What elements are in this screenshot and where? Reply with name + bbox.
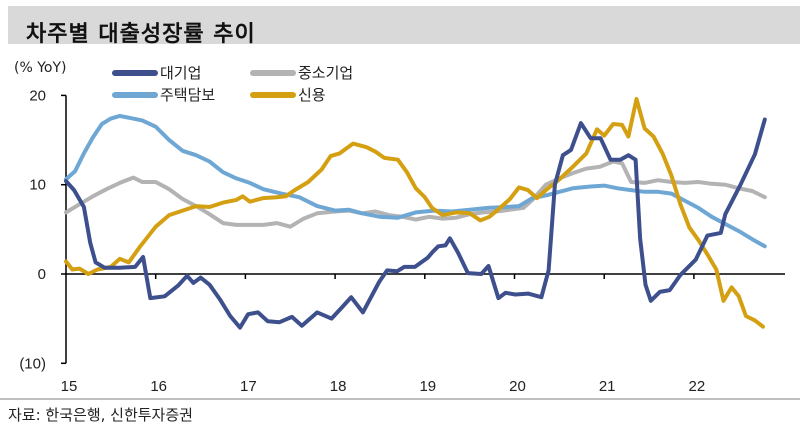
axes: 20 10 0 (10) 15 16 17 18 19 20 21 22 <box>19 87 785 395</box>
x-tick-label: 22 <box>689 378 706 395</box>
series-lines <box>64 97 767 330</box>
legend-swatch <box>112 91 158 98</box>
chart-title: 차주별 대출성장률 추이 <box>26 22 256 47</box>
legend-item-mortgage: 주택담보 <box>112 84 215 105</box>
legend-label: 신용 <box>298 86 326 104</box>
legend-label: 대기업 <box>160 64 202 82</box>
series-line-1 <box>64 159 767 229</box>
y-tick-label: (10) <box>19 355 46 372</box>
x-tick-label: 15 <box>61 378 78 395</box>
series-line-2 <box>64 113 767 249</box>
source-note: 자료: 한국은행, 신한투자증권 <box>8 406 193 424</box>
legend-item-sme: 중소기업 <box>250 62 353 83</box>
legend-item-credit: 신용 <box>250 84 326 105</box>
y-tick-label: 10 <box>29 177 46 194</box>
bottom-divider <box>0 398 800 400</box>
line-chart: 20 10 0 (10) 15 16 17 18 19 20 21 22 <box>19 87 785 395</box>
legend-item-large-corp: 대기업 <box>112 62 201 83</box>
x-tick-label: 20 <box>509 378 526 395</box>
x-tick-label: 16 <box>150 378 167 395</box>
y-tick-label: 20 <box>29 87 46 104</box>
series-line-3 <box>64 97 765 329</box>
title-bar: 차주별 대출성장률 추이 <box>8 6 800 47</box>
series-line-0 <box>64 117 767 330</box>
x-tick-label: 17 <box>240 378 257 395</box>
legend-label: 주택담보 <box>160 86 216 104</box>
x-tick-label: 21 <box>599 378 616 395</box>
y-tick-label: 0 <box>38 266 46 283</box>
x-tick-label: 19 <box>419 378 436 395</box>
legend-swatch <box>250 91 296 98</box>
legend-label: 중소기업 <box>298 64 354 82</box>
legend-swatch <box>112 69 158 76</box>
x-tick-label: 18 <box>330 378 347 395</box>
y-axis-label: (% YoY) <box>14 60 67 76</box>
legend-swatch <box>250 69 296 76</box>
